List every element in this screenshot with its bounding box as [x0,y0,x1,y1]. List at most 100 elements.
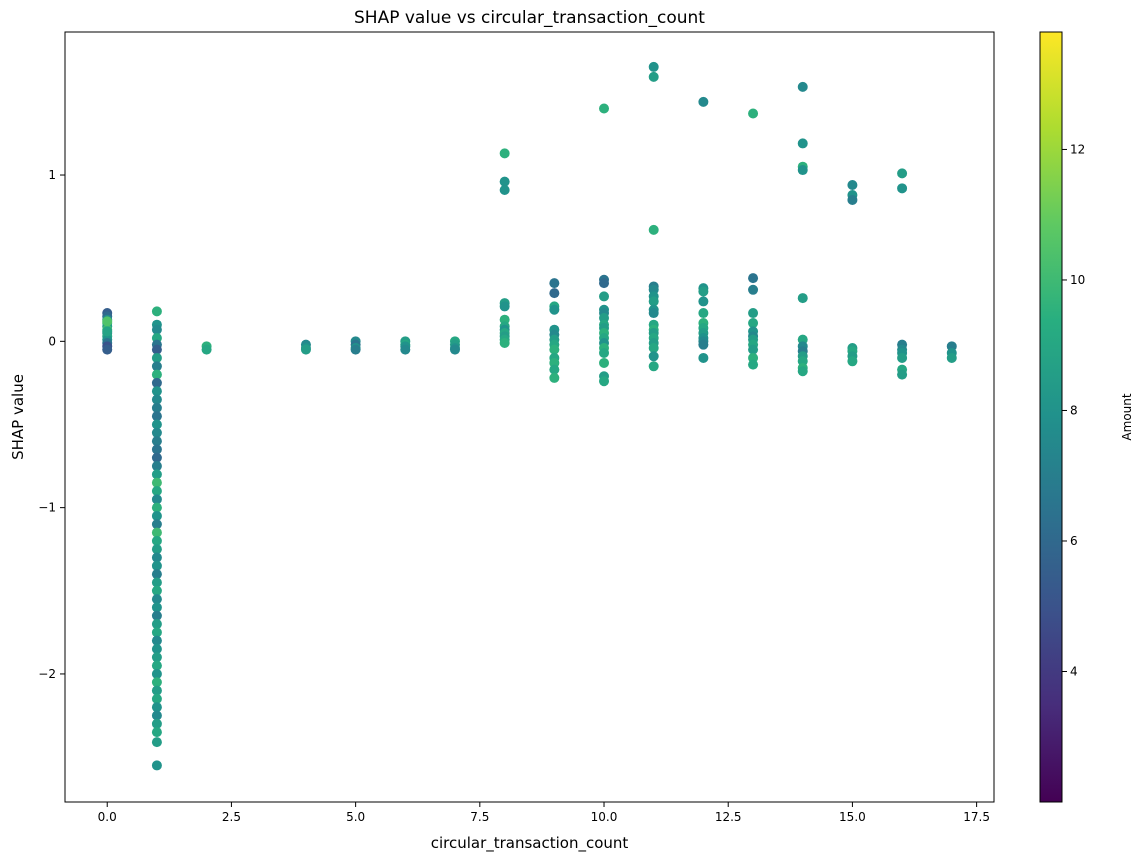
scatter-point [599,103,610,114]
scatter-point [151,660,162,671]
scatter-point [897,168,908,179]
scatter-point [151,469,162,480]
colorbar-tick-label: 10 [1070,273,1085,287]
scatter-point [599,291,610,302]
scatter-point [748,108,759,119]
scatter-point [698,352,709,363]
scatter-point [151,486,162,497]
scatter-point [151,619,162,630]
scatter-point [151,585,162,596]
scatter-point [151,306,162,317]
y-tick-label: 1 [48,168,56,182]
scatter-point [748,318,759,329]
scatter-point [151,444,162,455]
colorbar-tick-label: 12 [1070,142,1085,156]
scatter-point [897,369,908,380]
scatter-point [499,176,510,187]
scatter-point [300,344,311,355]
scatter-point [449,344,460,355]
scatter-point [151,411,162,422]
scatter-point [151,324,162,335]
scatter-point [897,183,908,194]
scatter-point [599,357,610,368]
y-tick-label: −1 [38,501,56,515]
x-axis-ticks: 0.0 2.5 5.0 7.5 10.0 12.5 15.0 17.5 [98,802,990,824]
scatter-point [151,477,162,488]
scatter-point [151,594,162,605]
scatter-point [797,366,808,377]
scatter-point [748,344,759,355]
x-tick-label: 17.5 [963,810,990,824]
scatter-point [151,461,162,472]
scatter-point [151,510,162,521]
scatter-point [151,760,162,771]
scatter-point [151,635,162,646]
scatter-point [151,544,162,555]
scatter-point [151,502,162,513]
scatter-point [151,737,162,748]
scatter-point [102,316,113,327]
scatter-point [151,602,162,613]
scatter-point [151,494,162,505]
scatter-point [151,652,162,663]
x-tick-label: 10.0 [591,810,618,824]
scatter-point [151,677,162,688]
scatter-point [549,372,560,383]
scatter-point [151,419,162,430]
scatter-point [698,286,709,297]
scatter-point [698,339,709,350]
scatter-point [151,394,162,405]
scatter-point [847,194,858,205]
scatter-point [797,293,808,304]
scatter-point [151,710,162,721]
scatter-point [797,165,808,176]
scatter-point [648,342,659,353]
scatter-point [151,668,162,679]
scatter-point [151,352,162,363]
scatter-point [599,347,610,358]
scatter-point [151,535,162,546]
scatter-point [698,308,709,319]
scatter-point [549,344,560,355]
scatter-point [151,452,162,463]
scatter-point [698,296,709,307]
scatter-points [102,61,957,771]
scatter-point [151,377,162,388]
colorbar-tick-label: 8 [1070,403,1078,417]
scatter-point [648,296,659,307]
plot-frame [64,31,995,803]
y-axis-label: SHAP value [9,374,27,460]
scatter-point [648,224,659,235]
scatter-point [151,369,162,380]
x-tick-label: 5.0 [346,810,365,824]
scatter-point [350,344,361,355]
scatter-point [748,359,759,370]
scatter-point [102,326,113,337]
scatter-point [599,376,610,387]
y-tick-label: −2 [38,667,56,681]
scatter-point [201,344,212,355]
scatter-point [549,364,560,375]
scatter-point [151,552,162,563]
scatter-point [151,427,162,438]
colorbar-ticks: 4 6 8 10 12 [1062,142,1085,678]
scatter-point [748,273,759,284]
x-tick-label: 0.0 [98,810,117,824]
scatter-point [946,352,957,363]
scatter-point [748,308,759,319]
scatter-point [151,569,162,580]
chart-title: SHAP value vs circular_transaction_count [354,8,705,28]
x-axis-label: circular_transaction_count [431,834,629,853]
scatter-point [151,436,162,447]
scatter-point [648,71,659,82]
scatter-point [599,278,610,289]
scatter-point [151,402,162,413]
scatter-point [499,337,510,348]
x-tick-label: 7.5 [470,810,489,824]
scatter-point [499,301,510,312]
scatter-point [748,284,759,295]
scatter-point [549,304,560,315]
x-tick-label: 12.5 [715,810,742,824]
colorbar-tick-label: 6 [1070,534,1078,548]
scatter-point [549,288,560,299]
